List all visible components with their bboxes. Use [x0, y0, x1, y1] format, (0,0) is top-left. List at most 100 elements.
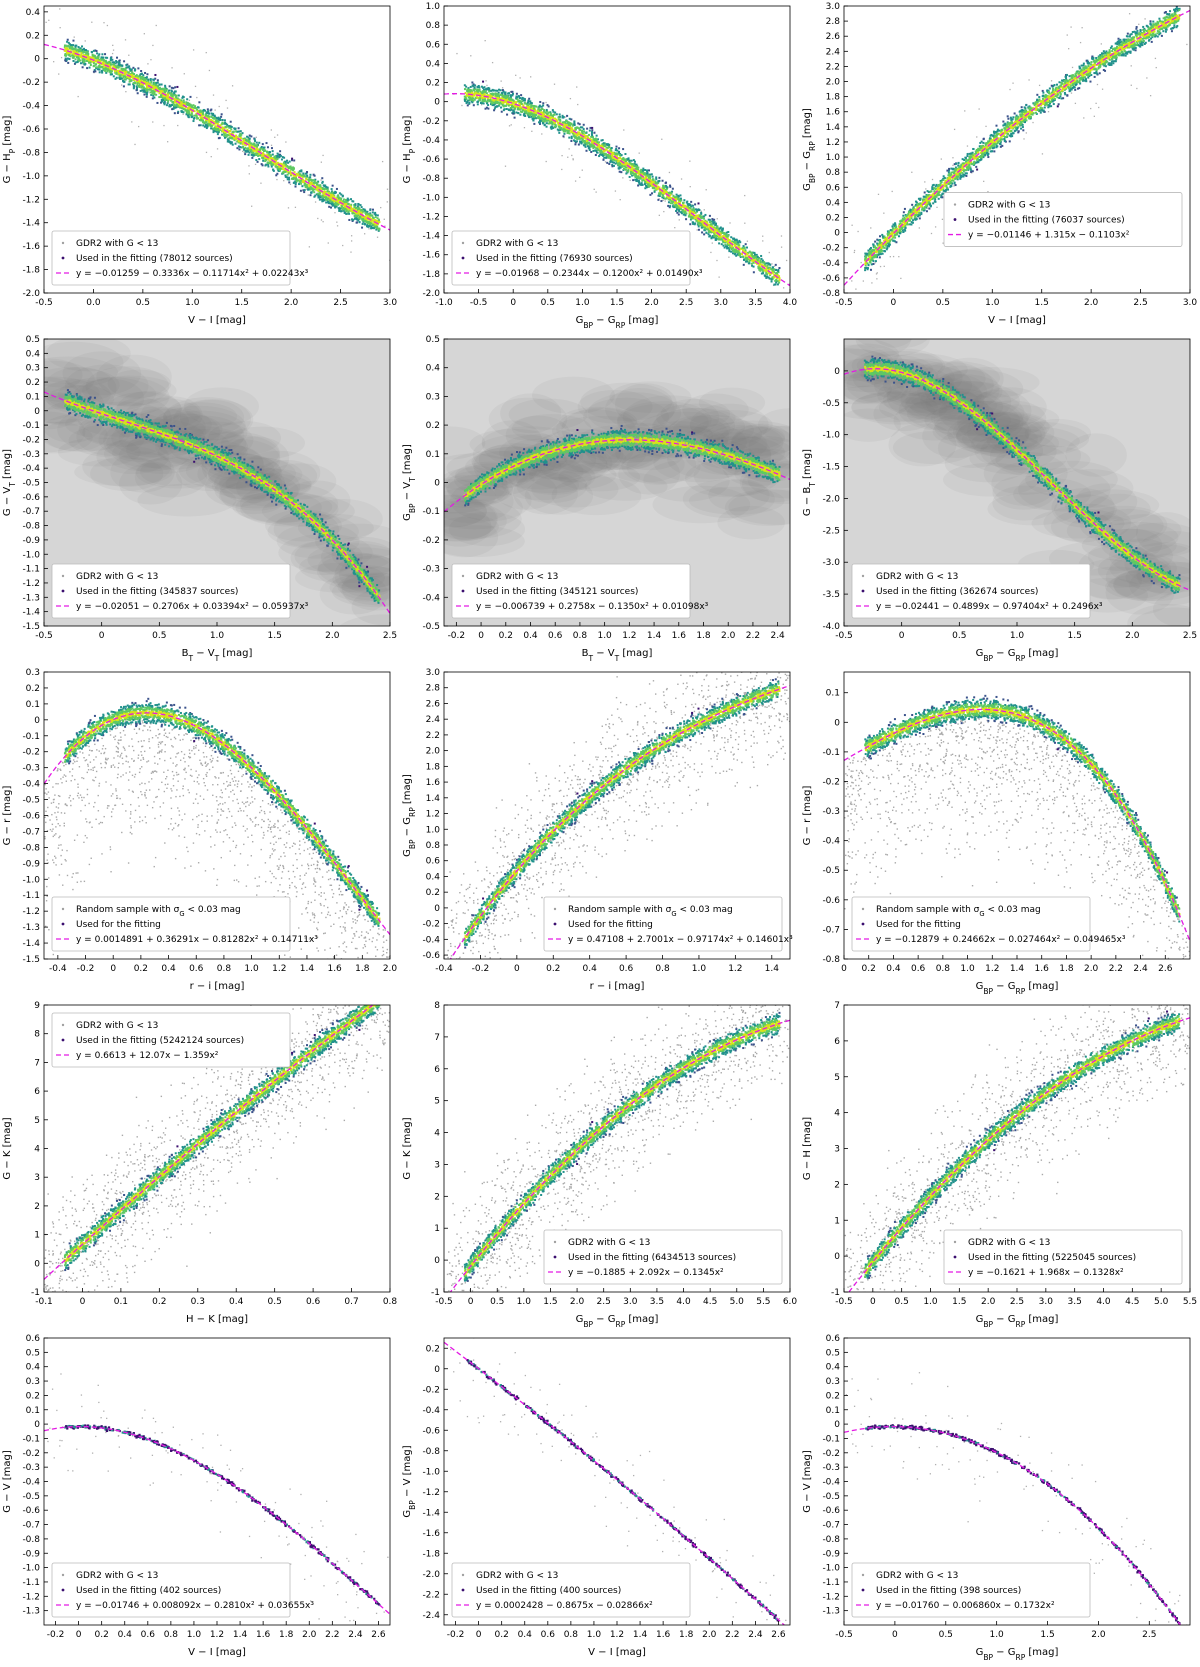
fitting-point: [281, 156, 284, 159]
fitting-point: [310, 183, 313, 186]
y-tick-label: 0.2: [26, 31, 40, 41]
fitting-point: [106, 68, 109, 71]
fitting-point: [714, 229, 717, 232]
fitting-point: [155, 81, 158, 84]
fitting-point: [323, 199, 326, 202]
fitting-point: [541, 116, 544, 119]
fitting-point: [104, 69, 107, 72]
fitting-point: [559, 119, 562, 122]
fitting-point: [616, 149, 619, 152]
fitting-point: [178, 99, 181, 102]
fitting-point: [276, 166, 279, 169]
fitting-point: [756, 262, 759, 265]
fitting-point: [122, 68, 125, 71]
fitting-point: [179, 104, 182, 107]
fitting-point: [205, 127, 208, 130]
fitting-point: [134, 75, 137, 78]
background-point: [305, 188, 308, 190]
fitting-point: [214, 120, 217, 123]
background-point: [461, 104, 463, 107]
fitting-point: [318, 184, 321, 187]
fitting-point: [489, 92, 492, 95]
background-point: [785, 294, 786, 295]
fitting-point: [697, 202, 700, 205]
fitting-point: [586, 127, 589, 130]
fitting-point: [157, 85, 160, 88]
fitting-point: [530, 102, 533, 105]
fitting-point: [321, 181, 324, 184]
fitting-point: [540, 114, 543, 117]
fitting-point: [318, 195, 321, 198]
fitting-point: [251, 147, 254, 150]
fitting-point: [371, 219, 374, 222]
fitting-point: [335, 203, 338, 206]
fitting-point: [296, 173, 299, 176]
background-point: [495, 96, 497, 99]
fitting-point: [239, 136, 242, 139]
fitting-point: [721, 229, 724, 232]
fitting-point: [583, 142, 586, 145]
fitting-point: [182, 108, 185, 111]
background-point: [152, 121, 154, 123]
fitting-point: [250, 151, 253, 154]
fitting-point: [355, 217, 358, 220]
fitting-point: [707, 218, 710, 221]
fitting-point: [333, 195, 336, 198]
background-point: [553, 83, 556, 85]
fitting-point: [267, 165, 270, 168]
background-point: [696, 229, 698, 231]
fitting-point: [142, 90, 145, 93]
fitting-point: [131, 71, 134, 74]
fitting-point: [655, 184, 658, 187]
fitting-point: [147, 78, 150, 81]
fitting-point: [96, 59, 99, 62]
background-point: [150, 59, 152, 61]
fitting-point: [343, 211, 346, 214]
fitting-point: [532, 111, 535, 114]
fitting-point: [130, 73, 133, 76]
background-point: [567, 156, 569, 158]
fitting-point: [360, 206, 363, 209]
fitting-point: [202, 114, 205, 117]
fitting-point: [112, 65, 115, 68]
fitting-point: [608, 162, 611, 165]
fitting-point: [140, 77, 143, 80]
fitting-point: [200, 117, 203, 120]
fitting-point: [743, 246, 746, 249]
fitting-point: [67, 53, 70, 56]
fitting-point: [102, 65, 105, 68]
fitting-point: [744, 260, 747, 263]
fitting-point: [270, 162, 273, 165]
fitting-point: [300, 182, 303, 185]
fitting-point: [748, 250, 751, 253]
fitting-point: [106, 69, 109, 72]
fitting-point: [128, 83, 131, 86]
fitting-point: [255, 147, 258, 150]
fitting-point: [337, 207, 340, 210]
fitting-point: [500, 98, 503, 101]
fitting-point: [321, 177, 324, 180]
fitting-point: [551, 116, 554, 119]
fitting-point: [177, 94, 180, 97]
fitting-point: [708, 214, 711, 217]
fitting-point: [689, 223, 692, 226]
fitting-point: [76, 61, 79, 64]
fitting-point: [199, 124, 202, 127]
fitting-point: [579, 140, 582, 143]
fitting-point: [193, 116, 196, 119]
fitting-point: [216, 122, 219, 125]
fitting-point: [737, 251, 740, 254]
fitting-point: [109, 65, 112, 68]
fitting-point: [378, 221, 381, 224]
fitting-point: [372, 227, 375, 230]
fitting-point: [287, 172, 290, 175]
fitting-point: [583, 144, 586, 147]
fitting-point: [247, 153, 250, 156]
fitting-point: [101, 70, 104, 73]
fitting-point: [167, 100, 170, 103]
fitting-point: [362, 217, 365, 220]
background-point: [77, 95, 79, 98]
fitting-point: [529, 100, 532, 103]
fitting-point: [286, 178, 289, 181]
fitting-point: [721, 230, 724, 233]
